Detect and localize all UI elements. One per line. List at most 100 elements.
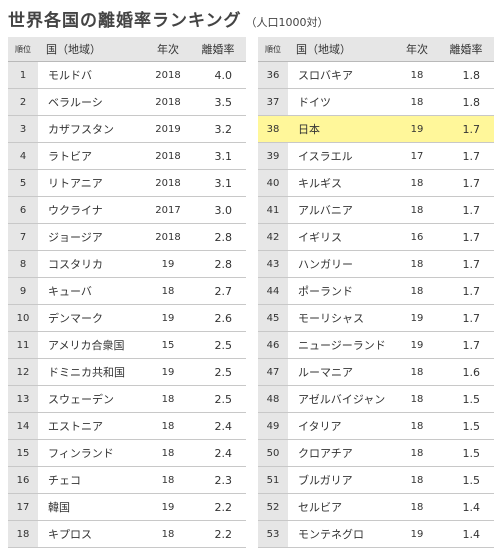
rank-cell: 53 (258, 520, 288, 548)
year-cell: 2019 (146, 115, 190, 143)
country-cell: キプロス (38, 520, 146, 548)
rank-cell: 1 (8, 61, 38, 89)
country-cell: ハンガリー (288, 250, 396, 278)
rate-cell: 1.5 (438, 412, 494, 440)
rate-cell: 3.1 (190, 142, 246, 170)
year-header: 年次 (146, 37, 190, 62)
country-cell: キルギス (288, 169, 396, 197)
country-cell: ドミニカ共和国 (38, 358, 146, 386)
rate-cell: 1.5 (438, 439, 494, 467)
country-cell: チェコ (38, 466, 146, 494)
year-cell: 18 (146, 277, 190, 305)
table-row: 52 セルビア 18 1.4 (258, 493, 494, 521)
year-cell: 2017 (146, 196, 190, 224)
year-cell: 2018 (146, 223, 190, 251)
country-cell: キューバ (38, 277, 146, 305)
rate-cell: 2.5 (190, 358, 246, 386)
rank-cell: 41 (258, 196, 288, 224)
table-row: 6 ウクライナ 2017 3.0 (8, 196, 246, 224)
table-row: 46 ニュージーランド 19 1.7 (258, 331, 494, 359)
table-row: 12 ドミニカ共和国 19 2.5 (8, 358, 246, 386)
year-cell: 18 (396, 412, 438, 440)
rate-cell: 2.3 (190, 466, 246, 494)
rate-header: 離婚率 (190, 37, 246, 62)
rank-cell: 42 (258, 223, 288, 251)
header-row: 順位 国（地域） 年次 離婚率 (8, 37, 246, 62)
table-row: 17 韓国 19 2.2 (8, 493, 246, 521)
table-row: 1 モルドバ 2018 4.0 (8, 61, 246, 89)
year-cell: 16 (396, 223, 438, 251)
page-title: 世界各国の離婚率ランキング (8, 11, 242, 31)
country-cell: 韓国 (38, 493, 146, 521)
ranking-table-right: 順位 国（地域） 年次 離婚率 36 スロバキア 18 1.8 37 ドイツ 18 1.8 38… (258, 37, 494, 548)
year-cell: 2018 (146, 61, 190, 89)
rate-cell: 1.7 (438, 223, 494, 251)
rank-header: 順位 (8, 37, 38, 62)
rank-cell: 13 (8, 385, 38, 413)
table-row: 47 ルーマニア 18 1.6 (258, 358, 494, 386)
ranking-rows-right: 36 スロバキア 18 1.8 37 ドイツ 18 1.8 38 日本 19 1.7 39 イスラエル 17… (258, 61, 494, 548)
rate-cell: 2.5 (190, 331, 246, 359)
year-header: 年次 (396, 37, 438, 62)
rank-cell: 12 (8, 358, 38, 386)
year-cell: 2018 (146, 169, 190, 197)
country-header: 国（地域） (38, 37, 146, 62)
rank-cell: 46 (258, 331, 288, 359)
rate-cell: 1.4 (438, 493, 494, 521)
year-cell: 19 (396, 304, 438, 332)
year-cell: 18 (396, 169, 438, 197)
rank-cell: 4 (8, 142, 38, 170)
year-cell: 18 (146, 439, 190, 467)
table-row: 44 ポーランド 18 1.7 (258, 277, 494, 305)
year-cell: 18 (396, 61, 438, 89)
table-row: 10 デンマーク 19 2.6 (8, 304, 246, 332)
country-cell: ラトビア (38, 142, 146, 170)
year-cell: 19 (146, 250, 190, 278)
table-row: 43 ハンガリー 18 1.7 (258, 250, 494, 278)
year-cell: 18 (396, 250, 438, 278)
rank-cell: 48 (258, 385, 288, 413)
year-cell: 2018 (146, 142, 190, 170)
rate-cell: 2.5 (190, 385, 246, 413)
unit-label: （人口1000対） (245, 16, 329, 29)
country-header: 国（地域） (288, 37, 396, 62)
table-row: 5 リトアニア 2018 3.1 (8, 169, 246, 197)
country-cell: フィンランド (38, 439, 146, 467)
country-cell: ニュージーランド (288, 331, 396, 359)
table-row: 39 イスラエル 17 1.7 (258, 142, 494, 170)
country-cell: ポーランド (288, 277, 396, 305)
country-cell: セルビア (288, 493, 396, 521)
year-cell: 18 (396, 493, 438, 521)
rank-cell: 49 (258, 412, 288, 440)
country-cell: モンテネグロ (288, 520, 396, 548)
rate-cell: 1.7 (438, 250, 494, 278)
title-block: 世界各国の離婚率ランキング （人口1000対） (8, 6, 329, 31)
rate-cell: 1.6 (438, 358, 494, 386)
rank-cell: 45 (258, 304, 288, 332)
table-row: 2 ベラルーシ 2018 3.5 (8, 88, 246, 116)
rank-header: 順位 (258, 37, 288, 62)
table-row: 3 カザフスタン 2019 3.2 (8, 115, 246, 143)
rank-cell: 14 (8, 412, 38, 440)
rate-cell: 1.7 (438, 277, 494, 305)
rate-cell: 2.8 (190, 250, 246, 278)
country-cell: デンマーク (38, 304, 146, 332)
year-cell: 18 (396, 439, 438, 467)
year-cell: 19 (146, 358, 190, 386)
year-cell: 19 (396, 331, 438, 359)
country-cell: カザフスタン (38, 115, 146, 143)
year-cell: 17 (396, 142, 438, 170)
country-cell: ドイツ (288, 88, 396, 116)
table-row: 7 ジョージア 2018 2.8 (8, 223, 246, 251)
year-cell: 19 (146, 493, 190, 521)
rate-cell: 3.0 (190, 196, 246, 224)
table-row: 51 ブルガリア 18 1.5 (258, 466, 494, 494)
rank-cell: 50 (258, 439, 288, 467)
year-cell: 2018 (146, 88, 190, 116)
rank-cell: 10 (8, 304, 38, 332)
table-row: 13 スウェーデン 18 2.5 (8, 385, 246, 413)
table-row: 45 モーリシャス 19 1.7 (258, 304, 494, 332)
table-row: 18 キプロス 18 2.2 (8, 520, 246, 548)
country-cell: ジョージア (38, 223, 146, 251)
rate-cell: 2.4 (190, 412, 246, 440)
